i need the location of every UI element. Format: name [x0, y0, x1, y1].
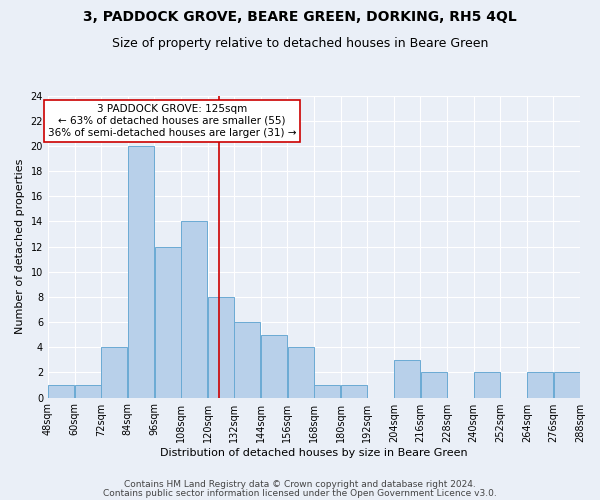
Bar: [527, 372, 553, 398]
X-axis label: Distribution of detached houses by size in Beare Green: Distribution of detached houses by size …: [160, 448, 468, 458]
Bar: [75, 385, 101, 398]
Text: Contains HM Land Registry data © Crown copyright and database right 2024.: Contains HM Land Registry data © Crown c…: [124, 480, 476, 489]
Bar: [48, 385, 74, 398]
Text: 3 PADDOCK GROVE: 125sqm
← 63% of detached houses are smaller (55)
36% of semi-de: 3 PADDOCK GROVE: 125sqm ← 63% of detache…: [48, 104, 296, 138]
Bar: [261, 334, 287, 398]
Bar: [155, 246, 181, 398]
Text: 3, PADDOCK GROVE, BEARE GREEN, DORKING, RH5 4QL: 3, PADDOCK GROVE, BEARE GREEN, DORKING, …: [83, 10, 517, 24]
Bar: [101, 347, 127, 398]
Bar: [314, 385, 340, 398]
Bar: [341, 385, 367, 398]
Bar: [554, 372, 580, 398]
Text: Size of property relative to detached houses in Beare Green: Size of property relative to detached ho…: [112, 38, 488, 51]
Bar: [128, 146, 154, 398]
Text: Contains public sector information licensed under the Open Government Licence v3: Contains public sector information licen…: [103, 488, 497, 498]
Bar: [208, 297, 234, 398]
Y-axis label: Number of detached properties: Number of detached properties: [15, 159, 25, 334]
Bar: [235, 322, 260, 398]
Bar: [474, 372, 500, 398]
Bar: [394, 360, 420, 398]
Bar: [421, 372, 446, 398]
Bar: [287, 347, 314, 398]
Bar: [181, 222, 207, 398]
